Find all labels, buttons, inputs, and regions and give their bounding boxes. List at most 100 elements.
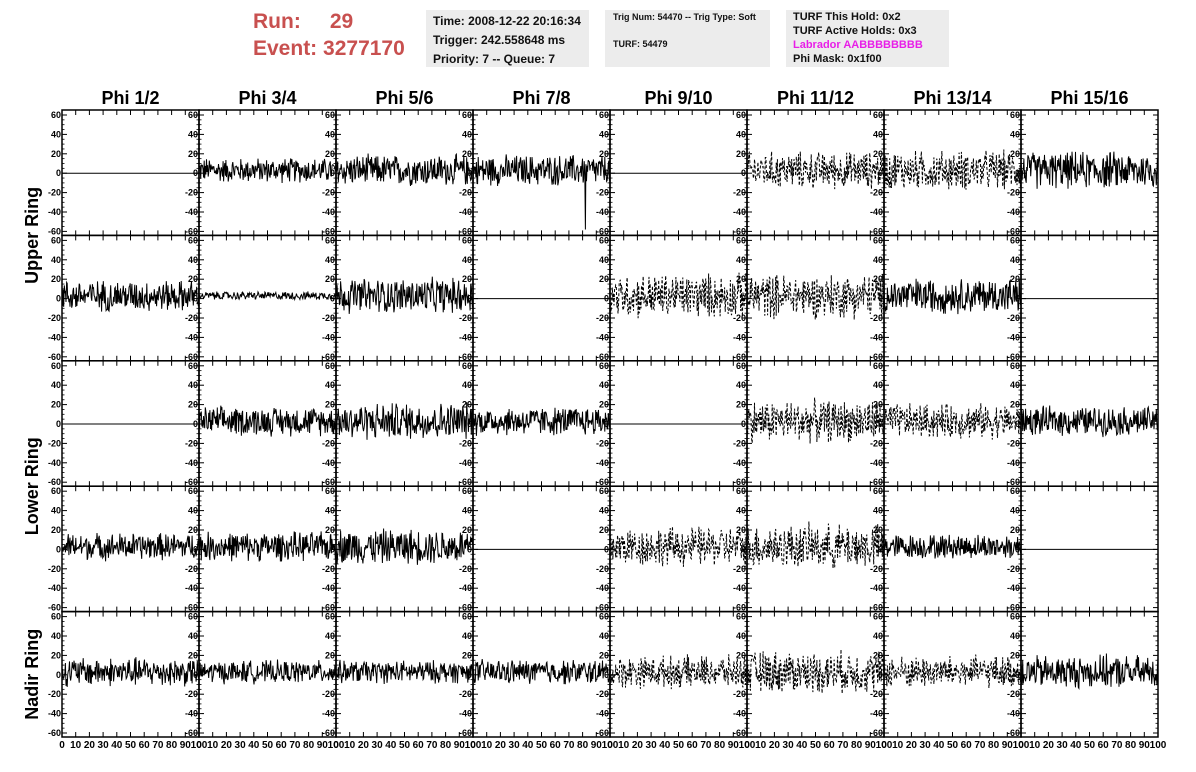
y-tick-label: 0	[56, 168, 61, 178]
x-tick-label: 50	[399, 740, 411, 751]
turf-info-panel: TURF This Hold: 0x2 TURF Active Holds: 0…	[786, 10, 949, 67]
y-tick-label: -40	[596, 583, 609, 593]
y-tick-label: 20	[1010, 274, 1020, 284]
y-tick-label: 20	[736, 149, 746, 159]
y-tick-label: -40	[1007, 583, 1020, 593]
y-tick-label: 40	[188, 380, 198, 390]
y-tick-label: -60	[185, 226, 198, 236]
y-tick-label: -20	[733, 438, 746, 448]
y-tick-label: -60	[596, 603, 609, 613]
x-tick-label: 100	[328, 740, 345, 751]
y-tick-label: 0	[741, 168, 746, 178]
x-tick-label: 90	[1139, 740, 1151, 751]
y-tick-label: 0	[56, 294, 61, 304]
y-tick-label: 40	[736, 631, 746, 641]
x-tick-label: 80	[1125, 740, 1137, 751]
y-tick-label: 40	[462, 380, 472, 390]
y-tick-label: 60	[188, 612, 198, 622]
waveform-line	[746, 397, 885, 444]
y-tick-label: 20	[51, 525, 61, 535]
y-tick-label: 60	[1010, 235, 1020, 245]
panel-frame	[472, 234, 611, 362]
waveform-line	[883, 534, 1022, 559]
waveform-panel: -60 -40 -20 0 20 40 60	[459, 360, 611, 487]
y-tick-label: -40	[322, 583, 335, 593]
x-tick-label: 70	[289, 740, 301, 751]
waveform-panel: -60 -40 -20 0 20 40 60	[322, 485, 474, 613]
y-tick-label: 60	[188, 486, 198, 496]
y-tick-label: 0	[741, 419, 746, 429]
waveform-panel: -60 -40 -20 0 20 40 60	[870, 234, 1022, 362]
x-tick-label: 70	[426, 740, 438, 751]
y-tick-label: 20	[188, 149, 198, 159]
x-tick-label: 70	[152, 740, 164, 751]
waveform-panel: -60 -40 -20 0 20 40 60	[733, 485, 885, 613]
y-tick-label: 20	[462, 149, 472, 159]
x-tick-label: 40	[796, 740, 808, 751]
x-tick-label: 70	[1111, 740, 1123, 751]
y-tick-label: 60	[1010, 486, 1020, 496]
waveform-line	[472, 659, 611, 685]
y-tick-label: 0	[741, 670, 746, 680]
x-tick-label: 40	[659, 740, 671, 751]
y-tick-label: -40	[185, 583, 198, 593]
x-tick-label: 50	[125, 740, 137, 751]
waveform-panel: -60 -40 -20 0 20 40 60	[185, 234, 337, 362]
y-tick-label: 40	[599, 506, 609, 516]
y-tick-label: 0	[604, 670, 609, 680]
y-tick-label: -40	[459, 583, 472, 593]
y-tick-label: 20	[51, 650, 61, 660]
y-tick-label: -40	[48, 583, 61, 593]
waveform-panel: -60 -40 -20 0 20 40 60	[733, 234, 885, 362]
y-tick-label: 20	[599, 274, 609, 284]
y-tick-label: -60	[322, 477, 335, 487]
y-tick-label: 0	[604, 168, 609, 178]
y-tick-label: -60	[870, 728, 883, 738]
y-tick-label: 0	[467, 419, 472, 429]
y-tick-label: 0	[604, 544, 609, 554]
y-tick-label: 0	[330, 670, 335, 680]
panel-frame	[609, 234, 748, 362]
x-tick-label: 90	[1002, 740, 1014, 751]
y-tick-label: -60	[1007, 728, 1020, 738]
y-tick-label: -60	[322, 352, 335, 362]
y-tick-label: 0	[878, 168, 883, 178]
x-tick-label: 20	[769, 740, 781, 751]
x-tick-label: 60	[1098, 740, 1110, 751]
y-tick-label: -40	[870, 207, 883, 217]
y-tick-label: 40	[325, 506, 335, 516]
event-line: Event: 3277170	[253, 35, 405, 62]
y-tick-label: -20	[459, 438, 472, 448]
waveform-panel: -60 -40 -20 0 20 40 60	[48, 360, 200, 487]
waveform-line	[746, 649, 885, 694]
x-tick-label: 0	[744, 740, 750, 751]
y-tick-label: -60	[459, 603, 472, 613]
y-tick-label: 20	[599, 650, 609, 660]
waveform-panel: -60 -40 -20 0 20 40 60	[459, 485, 611, 613]
x-tick-label: 40	[385, 740, 397, 751]
x-tick-label: 80	[577, 740, 589, 751]
y-tick-label: 40	[462, 129, 472, 139]
x-tick-label: 100	[602, 740, 619, 751]
y-tick-label: -40	[48, 709, 61, 719]
y-tick-label: 0	[330, 419, 335, 429]
y-tick-label: -40	[596, 709, 609, 719]
y-tick-label: 40	[1010, 506, 1020, 516]
x-tick-label: 100	[876, 740, 893, 751]
y-tick-label: 60	[873, 486, 883, 496]
y-tick-label: 40	[1010, 129, 1020, 139]
waveform-panel: -60 -40 -20 0 20 40 60	[185, 485, 337, 613]
y-tick-label: 20	[188, 525, 198, 535]
y-tick-label: -40	[870, 583, 883, 593]
column-title: Phi 11/12	[777, 88, 854, 108]
y-tick-label: 40	[873, 129, 883, 139]
waveform-panel: -60 -40 -20 0 20 40 60	[596, 109, 748, 236]
y-tick-label: -40	[322, 332, 335, 342]
waveform-line	[609, 526, 748, 568]
x-tick-label: 60	[276, 740, 288, 751]
waveform-panel: -60 -40 -20 0 20 40 60	[1007, 485, 1159, 613]
